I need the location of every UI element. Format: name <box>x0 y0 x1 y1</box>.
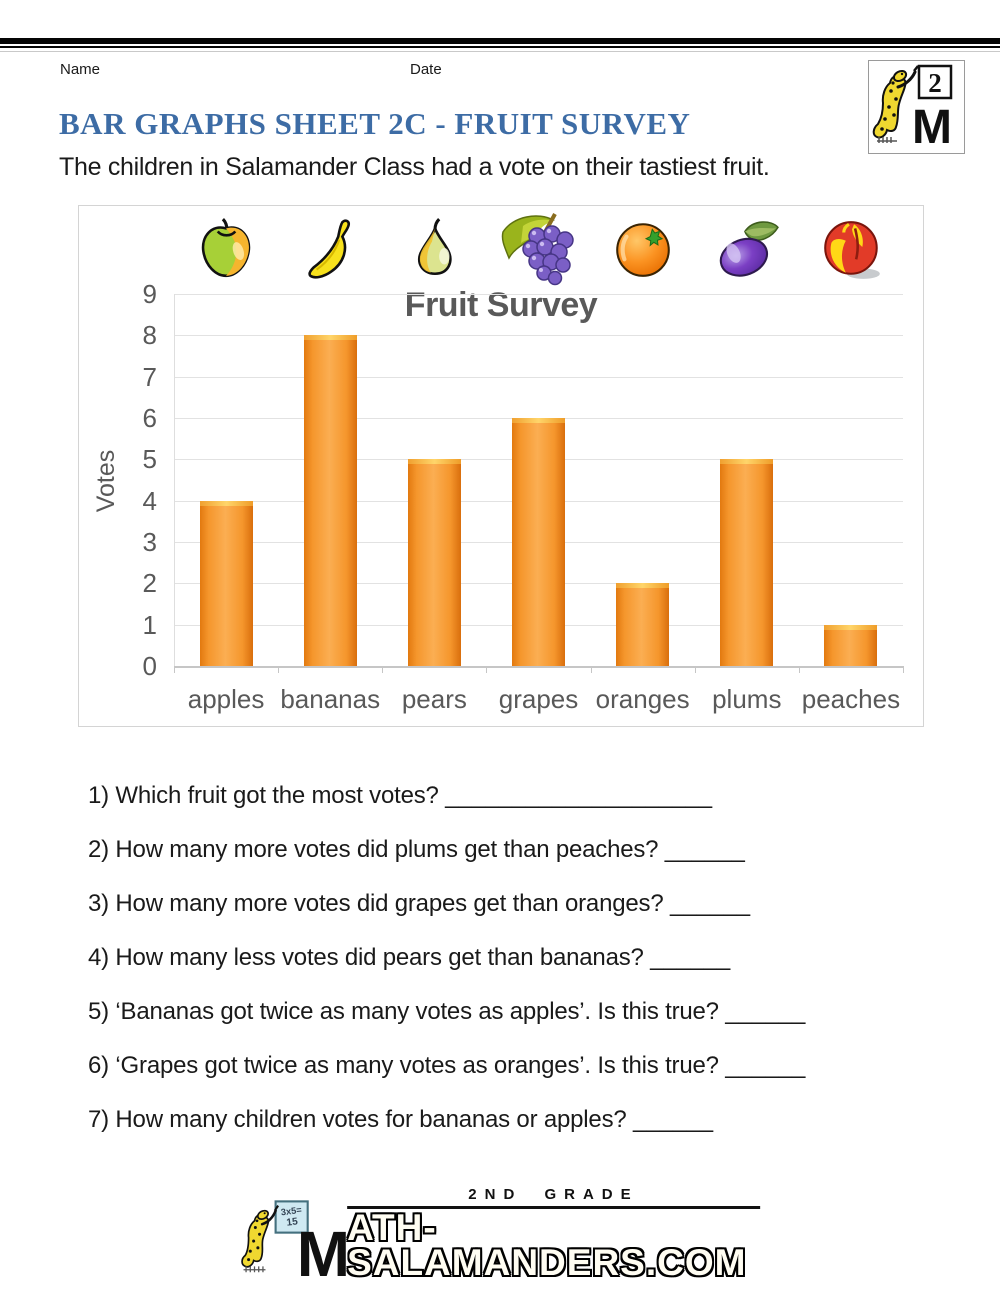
y-axis-line <box>174 294 175 666</box>
bar-bananas <box>303 335 357 666</box>
answer-blank: ____________________ <box>445 782 713 809</box>
question-3: 3) How many more votes did grapes get th… <box>88 890 948 917</box>
bar-oranges <box>616 583 670 666</box>
answer-blank: ______ <box>664 836 745 863</box>
x-category-label-grapes: grapes <box>498 684 579 714</box>
grapes-icon <box>497 212 581 295</box>
date-field-label: Date <box>410 61 442 78</box>
top-rule-thin <box>0 46 1000 48</box>
apple-icon <box>193 216 259 287</box>
question-text: ‘Bananas got twice as many votes as appl… <box>115 998 726 1025</box>
answer-blank: ______ <box>725 1052 806 1079</box>
peach-icon <box>818 216 886 287</box>
questions-list: 1) Which fruit got the most votes? _____… <box>88 782 948 1160</box>
x-tick <box>694 666 696 673</box>
x-tick <box>278 666 280 673</box>
question-number: 6) <box>88 1052 116 1079</box>
y-tick-label: 2 <box>142 568 157 599</box>
question-text: How many more votes did grapes get than … <box>115 890 670 917</box>
name-field-label: Name <box>60 61 101 78</box>
y-tick-label: 4 <box>142 485 157 516</box>
question-5: 5) ‘Bananas got twice as many votes as a… <box>88 998 948 1025</box>
svg-text:2: 2 <box>928 68 942 98</box>
salamander-corner-logo: 2 M <box>868 60 965 154</box>
y-tick-label: 9 <box>142 279 157 310</box>
y-tick-label: 1 <box>142 609 157 640</box>
svg-text:3x5=: 3x5= <box>280 1205 303 1218</box>
gridline-7 <box>174 376 903 378</box>
svg-text:15: 15 <box>286 1217 299 1229</box>
answer-blank: ______ <box>669 890 751 917</box>
footer-site-name: ATH-SALAMANDERS.COM <box>347 1206 760 1281</box>
x-tick <box>174 666 175 673</box>
bar-chart: Fruit Survey apples bananas pears grapes ora… <box>78 205 924 727</box>
question-1: 1) Which fruit got the most votes? _____… <box>88 782 948 809</box>
question-7: 7) How many children votes for bananas o… <box>88 1106 948 1133</box>
question-text: Which fruit got the most votes? <box>115 782 446 809</box>
pear-icon <box>401 216 467 287</box>
x-category-label-oranges: oranges <box>595 684 690 714</box>
bar-grapes <box>512 418 565 666</box>
page-title: BAR GRAPHS SHEET 2C - FRUIT SURVEY <box>59 106 691 141</box>
chart-title: Fruit Survey <box>404 286 598 324</box>
y-tick-label: 7 <box>142 361 157 392</box>
question-number: 1) <box>88 782 116 809</box>
question-4: 4) How many less votes did pears get tha… <box>88 944 948 971</box>
answer-blank: ______ <box>632 1106 714 1133</box>
x-category-label-pears: pears <box>401 684 467 714</box>
top-rule <box>0 38 1000 44</box>
salamander-logo-icon: 2 M <box>872 64 953 154</box>
y-tick-label: 6 <box>142 403 157 434</box>
top-rule-faint <box>0 51 1000 52</box>
question-number: 3) <box>88 890 116 917</box>
svg-text:M: M <box>912 101 952 151</box>
gridline-9 <box>174 294 903 296</box>
footer-salamander-icon: 3x5= 15 <box>241 1200 309 1273</box>
question-text: ‘Grapes got twice as many votes as orang… <box>115 1052 726 1079</box>
x-category-label-apples: apples <box>187 684 265 714</box>
y-axis-label: Votes <box>92 449 120 513</box>
question-number: 7) <box>88 1106 116 1133</box>
x-tick <box>486 666 488 673</box>
banana-icon <box>297 216 363 287</box>
question-6: 6) ‘Grapes got twice as many votes as or… <box>88 1052 948 1079</box>
question-text: How many less votes did pears get than b… <box>115 944 651 971</box>
question-number: 4) <box>88 944 116 971</box>
y-tick-label: 0 <box>142 651 157 681</box>
question-number: 2) <box>88 836 116 863</box>
bar-peaches <box>824 624 878 666</box>
bar-plums <box>720 459 774 666</box>
footer-grade-label: 2ND GRADE <box>468 1186 639 1203</box>
gridline-8 <box>174 335 903 337</box>
footer-site-initial: M <box>296 1218 351 1291</box>
question-number: 5) <box>88 998 116 1025</box>
x-tick <box>382 666 384 673</box>
question-2: 2) How many more votes did plums get tha… <box>88 836 948 863</box>
question-text: How many more votes did plums get than p… <box>115 836 665 863</box>
page-intro: The children in Salamander Class had a v… <box>59 153 770 181</box>
x-tick <box>798 666 800 673</box>
x-category-label-bananas: bananas <box>280 684 381 714</box>
x-category-label-peaches: peaches <box>801 684 901 714</box>
plum-icon <box>714 216 780 287</box>
question-text: How many children votes for bananas or a… <box>115 1106 633 1133</box>
bar-pears <box>407 459 461 666</box>
x-tick <box>590 666 592 673</box>
y-tick-label: 5 <box>142 444 157 475</box>
x-category-label-plums: plums <box>712 684 782 714</box>
x-tick <box>903 666 904 673</box>
y-tick-label: 3 <box>142 527 157 557</box>
orange-icon <box>610 216 676 287</box>
answer-blank: ______ <box>650 944 731 971</box>
x-axis-line <box>174 666 903 668</box>
footer-logo: 3x5= 15 M 2ND GRADE ATH-SALAMANDERS.COM <box>240 1186 760 1291</box>
bar-apples <box>199 500 253 666</box>
answer-blank: ______ <box>725 998 806 1025</box>
y-tick-label: 8 <box>142 320 157 351</box>
